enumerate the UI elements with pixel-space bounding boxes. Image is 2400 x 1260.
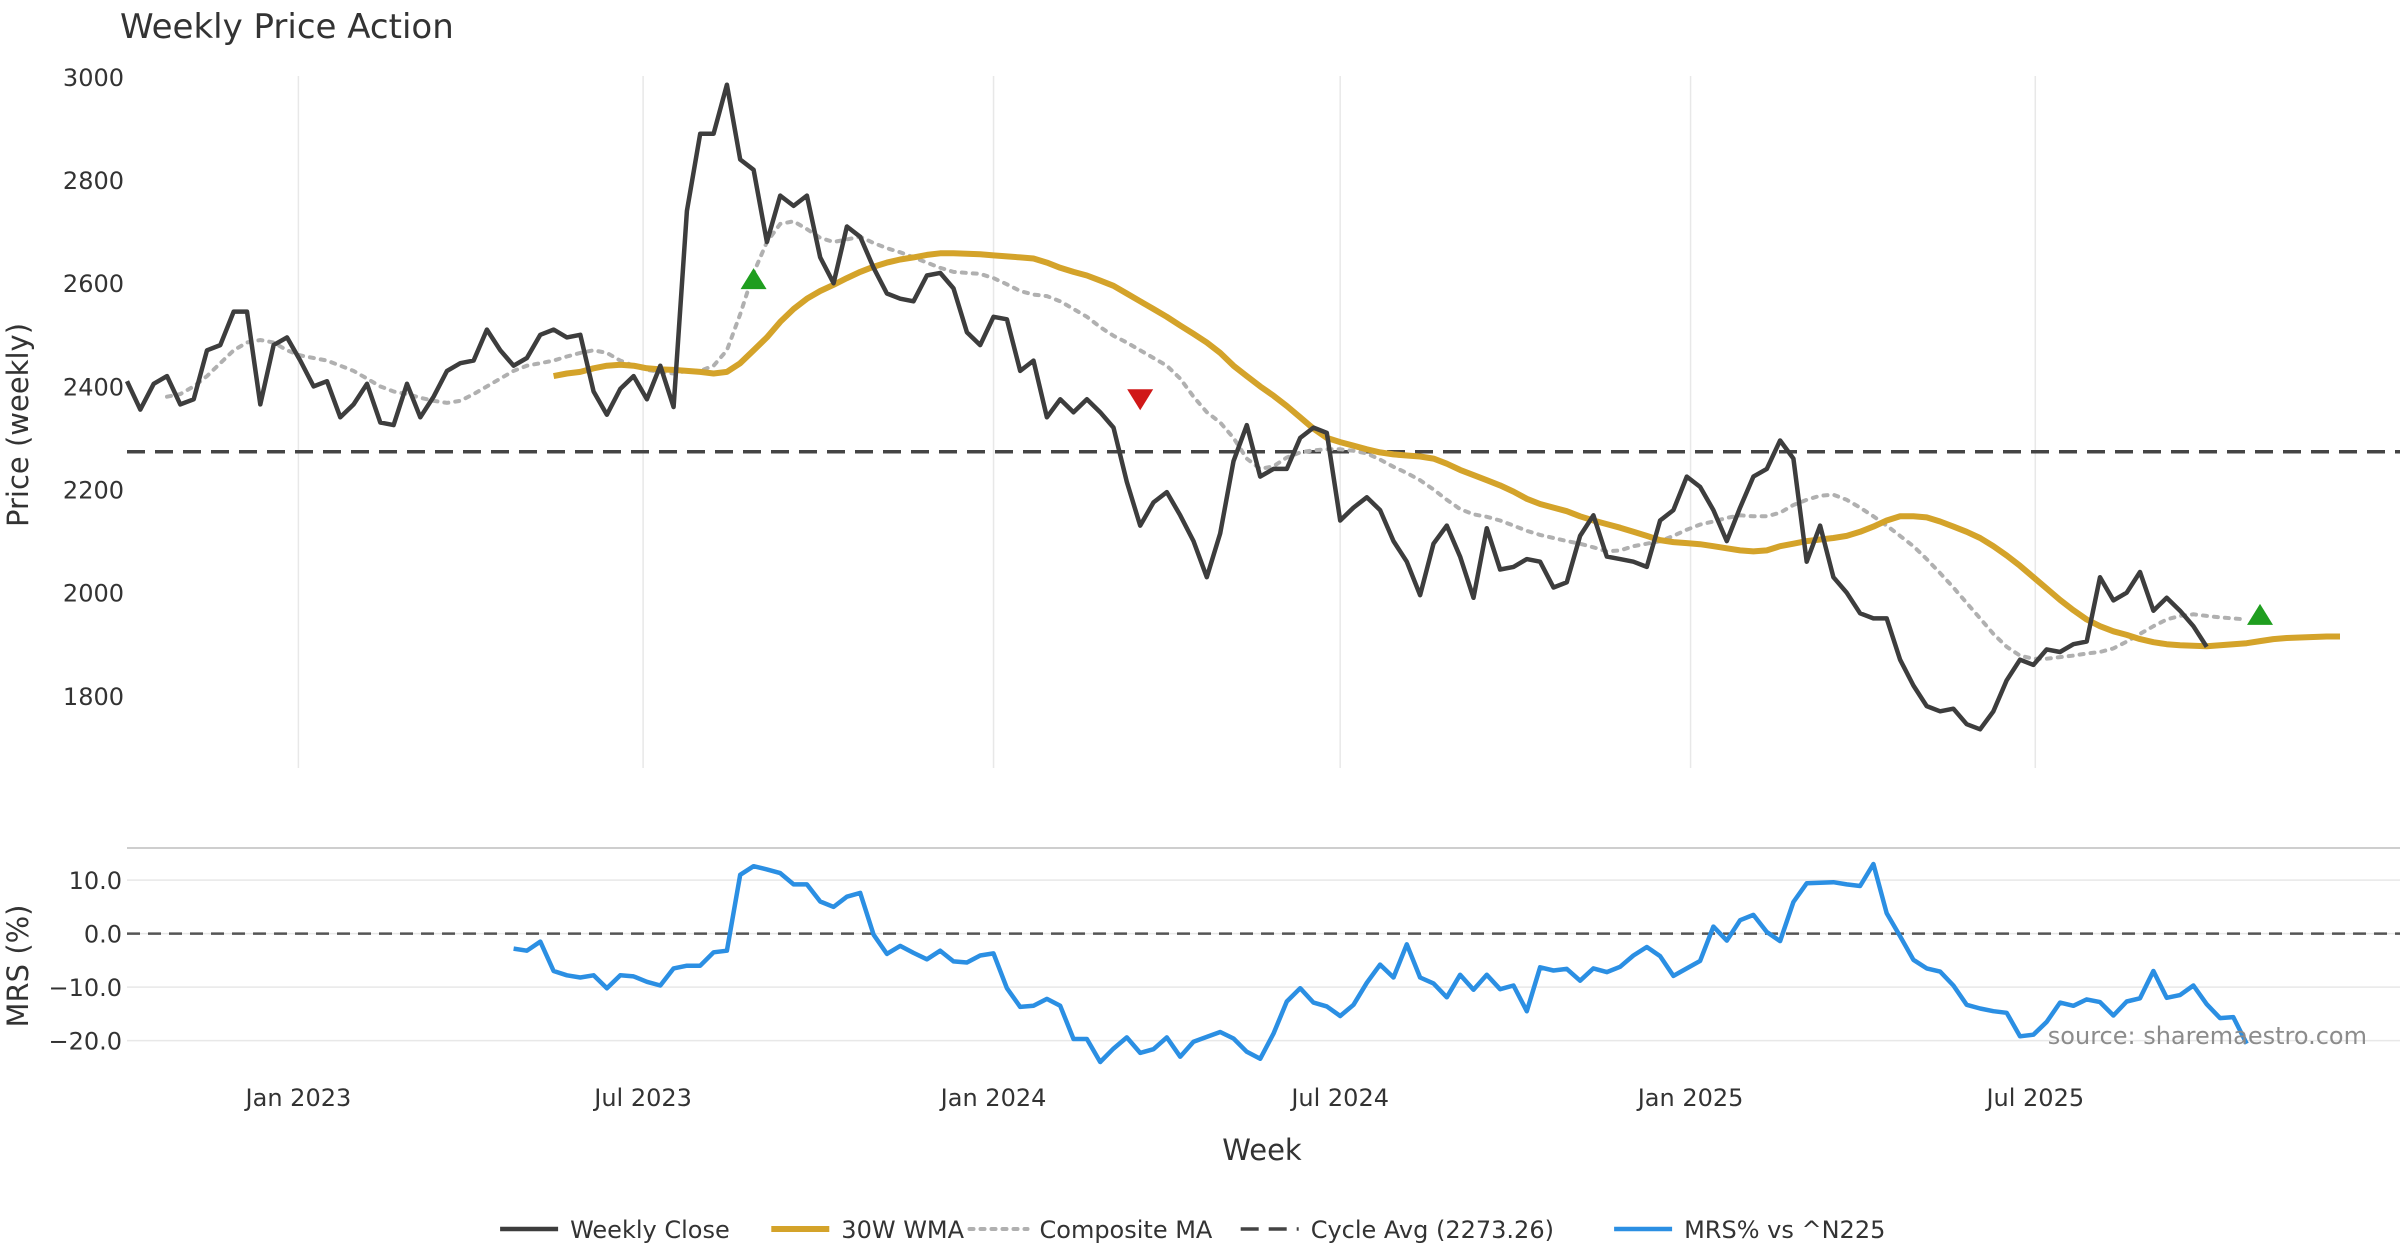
legend-label: MRS% vs ^N225 [1684, 1216, 1885, 1244]
sell-signal-marker [1127, 389, 1154, 411]
main-y-tick-label: 3000 [63, 64, 124, 92]
x-tick-label: Jul 2025 [1984, 1084, 2084, 1112]
legend: Weekly Close 30W WMA Composite MA Cycle Avg… [500, 1216, 1885, 1244]
mrs-panel-grid [127, 879, 2400, 1042]
mrs-y-axis-label: MRS (%) [1, 905, 35, 1028]
main-y-tick-label: 1800 [63, 683, 124, 711]
main-y-tick-label: 2000 [63, 580, 124, 608]
x-axis-label: Week [1222, 1133, 1302, 1167]
main-y-axis-label: Price (weekly) [1, 323, 35, 527]
mrs-y-tick-label: −20.0 [48, 1028, 122, 1056]
buy-signal-marker [2247, 603, 2274, 625]
source-note: source: sharemaestro.com [2048, 1022, 2367, 1050]
x-tick-label: Jul 2023 [592, 1084, 692, 1112]
weekly-close-line [124, 82, 2209, 732]
chart-title: Weekly Price Action [120, 7, 454, 47]
x-tick-label: Jan 2023 [244, 1084, 352, 1112]
main-y-tick-label: 2400 [63, 373, 124, 401]
legend-label: Composite MA [1040, 1216, 1213, 1244]
main-y-axis-ticks: 1800 2000 2200 2400 2600 2800 3000 [63, 64, 124, 711]
mrs-y-axis-ticks: −20.0 −10.0 0.0 10.0 [48, 867, 122, 1056]
legend-label: 30W WMA [841, 1216, 964, 1244]
main-y-tick-label: 2200 [63, 477, 124, 505]
legend-label: Weekly Close [570, 1216, 730, 1244]
mrs-line [513, 861, 2249, 1065]
main-y-tick-label: 2600 [63, 270, 124, 298]
mrs-y-tick-label: 0.0 [84, 921, 122, 949]
x-tick-label: Jan 2024 [939, 1084, 1047, 1112]
mrs-y-tick-label: 10.0 [69, 867, 122, 895]
buy-signal-marker [740, 268, 767, 290]
signal-markers [740, 268, 2274, 625]
legend-label: Cycle Avg (2273.26) [1311, 1216, 1554, 1244]
wma-30w-line [553, 250, 2340, 650]
x-tick-label: Jul 2024 [1289, 1084, 1389, 1112]
x-axis-ticks: Jan 2023 Jul 2023 Jan 2024 Jul 2024 Jan 2025… [244, 1084, 2085, 1112]
main-panel-grid [297, 76, 2037, 768]
x-tick-label: Jan 2025 [1636, 1084, 1744, 1112]
main-y-tick-label: 2800 [63, 167, 124, 195]
mrs-y-tick-label: −10.0 [48, 974, 122, 1002]
composite-ma-line [165, 219, 2249, 661]
